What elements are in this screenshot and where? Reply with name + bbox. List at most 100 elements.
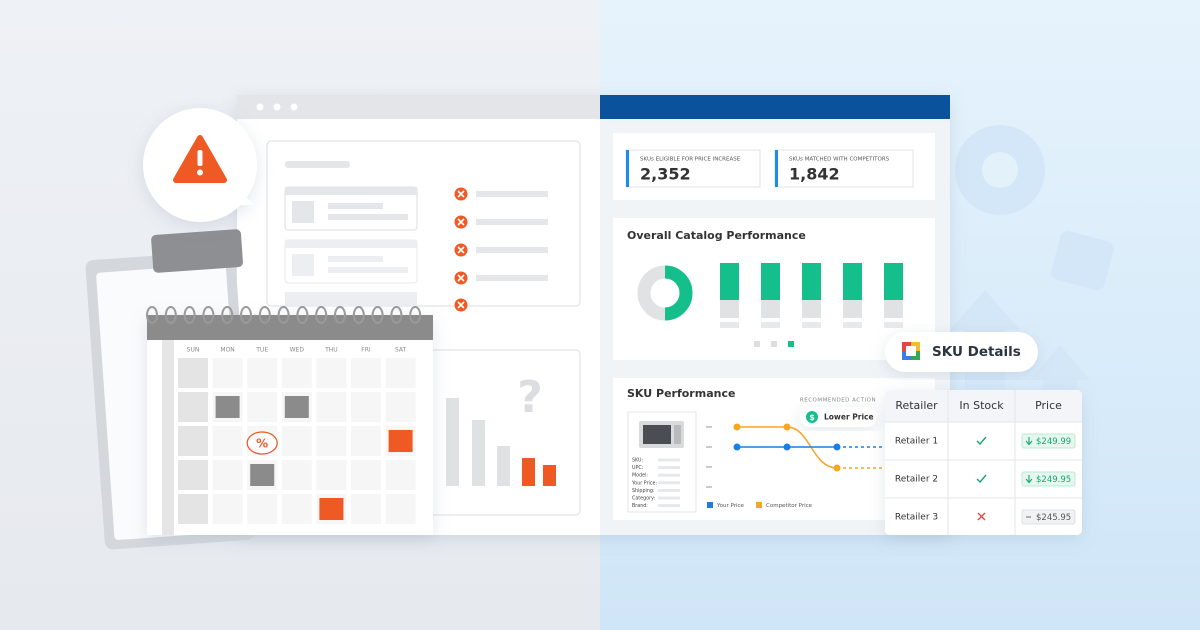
legend-swatch [707,502,713,508]
question-mark: ? [517,372,543,423]
column-header: Price [1035,399,1062,412]
column-header: Retailer [895,399,938,412]
bar-top [720,263,739,300]
placeholder-line [476,219,548,225]
price-chip [1021,509,1076,525]
calendar-cell [212,494,243,524]
day-label: MON [220,347,234,354]
calendar-cell [281,460,312,490]
calendar-grid: SUN MON TUE WED THU FRI SAT% [146,306,422,524]
calendar-ring [146,306,158,324]
bar-bottom [884,300,903,318]
price-chip [1021,471,1076,487]
calendar-cell [385,358,416,388]
calendar-cell [385,392,416,422]
bar-bottom [843,300,862,318]
field-value [658,504,680,508]
calendar-ring [352,306,365,324]
legend-label: Competitor Price [766,503,813,509]
bar-bottom [720,300,739,318]
bar-top [884,263,903,300]
calendar-cell [385,460,416,490]
calendar-ring [371,306,384,324]
bar-label [843,322,862,328]
field-value [658,458,680,462]
calendar-cell [316,460,347,490]
badge-circle [246,431,278,455]
field-label: SKU: [632,458,644,464]
card-title: Overall Catalog Performance [627,229,806,242]
card-title: SKU Performance [627,387,735,400]
calendar-ring [164,306,177,324]
calendar-cell [178,358,208,388]
retailer: Retailer 2 [895,475,938,485]
down-arrow [1025,437,1033,446]
placeholder-line [476,191,548,197]
calendar-ring [409,306,422,324]
table-body: Retailer In Stock Price Retailer 1 $249.99 Re… [895,399,1076,525]
calendar-ring [258,306,271,324]
sticky-note [319,498,344,520]
microwave [639,421,684,448]
bar-label [720,322,739,328]
calendar-cell [351,494,381,524]
sku-details-pill[interactable] [885,332,1038,372]
action-pill[interactable] [800,407,877,427]
calendar-ring [315,306,328,324]
sku-details-title: SKU Details [932,344,1021,360]
day-label: THU [324,347,338,354]
sticky-note [284,396,309,418]
error-cross [457,274,465,282]
calendar-cell [178,426,208,456]
price: $249.99 [1036,437,1071,447]
bar-top [761,263,780,300]
title-bar-right [600,95,950,119]
error-icons [454,187,548,312]
calendar-cell [178,494,208,524]
dollar-sign: $ [809,413,815,422]
calendar-cell [385,494,416,524]
error-cross [457,301,465,309]
stat-label: SKUs ELIGIBLE FOR PRICE INCREASE [640,157,741,163]
calendar-cell [212,426,243,456]
calendar-header [147,315,433,340]
badge-text: % [256,437,268,451]
field-label: Your Price: [631,480,657,486]
out-of-stock-cross [977,512,986,521]
calendar-ring [183,306,196,324]
calendar-cell [212,358,243,388]
calendar-cell [212,460,243,490]
day-label: SAT [395,347,407,354]
bar-bottom [802,300,821,318]
action-text: Lower Price [824,413,874,422]
field-label: Shipping: [632,488,655,494]
bar-label [761,322,780,328]
calendar-cell [351,392,381,422]
calendar-cell [281,426,312,456]
field-value [658,473,680,477]
field-label: UPC: [632,465,644,471]
field-value [658,496,680,500]
error-cross [457,246,465,254]
sku-icon [902,342,920,360]
calendar-ring [296,306,309,324]
calendar-cell [247,358,278,388]
calendar-ring [390,306,403,324]
stat-1: SKUs ELIGIBLE FOR PRICE INCREASE 2,352 [625,149,761,188]
calendar-cell [281,494,312,524]
calendar-ring [240,306,252,324]
calendar-cell [351,426,381,456]
calendar-ring [334,306,346,324]
retailer: Retailer 3 [895,513,938,523]
catalog-bars [720,263,903,328]
table-header [885,390,1082,422]
stat-value: 2,352 [640,165,691,184]
bar-top [843,263,862,300]
column-header: In Stock [959,399,1004,412]
field-label: Brand: [632,503,648,509]
error-cross [457,218,465,226]
field-value [658,488,680,492]
day-label: SUN [187,347,200,354]
